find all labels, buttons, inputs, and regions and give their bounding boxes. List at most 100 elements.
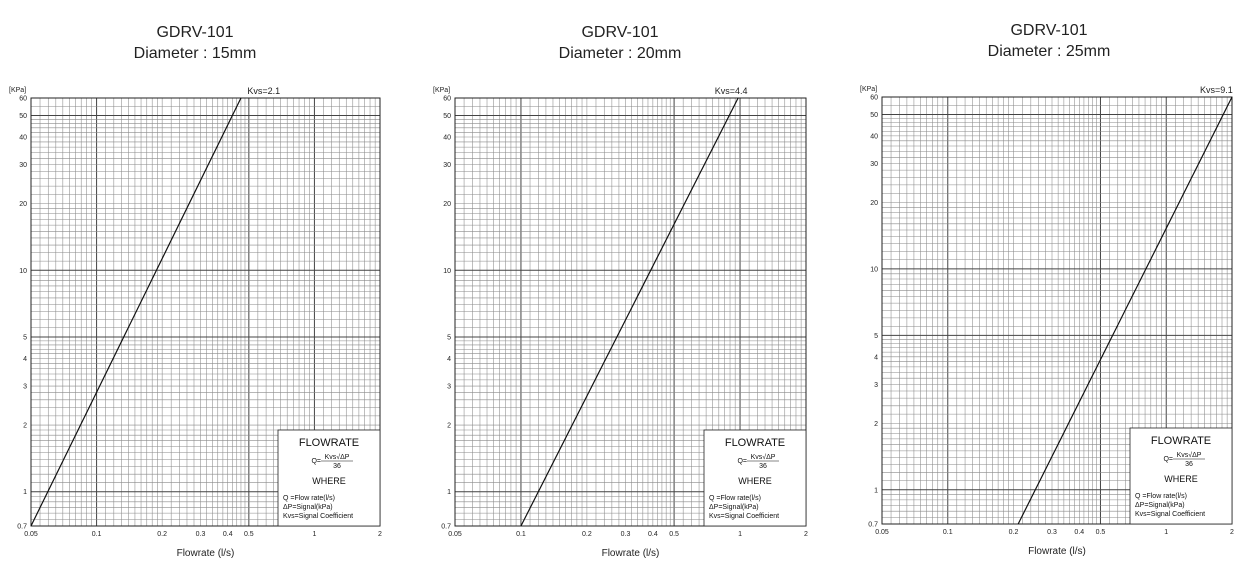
y-tick-label: 0.7 [868, 522, 878, 529]
formula-numerator: Kvs√ΔP [325, 453, 350, 461]
x-axis-label: Flowrate (l/s) [177, 548, 235, 559]
y-tick-label: 10 [19, 268, 27, 275]
formula-numerator: Kvs√ΔP [751, 453, 776, 461]
y-tick-label: 1 [874, 487, 878, 494]
x-tick-label: 2 [378, 531, 382, 538]
chart-panel-25mm: GDRV-101 Diameter : 25mm [KPa] 0.7 1 2 3 4 5 10… [840, 0, 1258, 576]
legend-heading: FLOWRATE [299, 437, 359, 449]
y-tick-label: 0.7 [17, 524, 27, 531]
chart-plot-20mm: [KPa] 0.7 1 2 3 4 5 10 20 30 40 50 60 0.05 0.1 0.2 0.3 0.… [433, 86, 808, 559]
y-tick-label: 40 [870, 133, 878, 140]
x-tick-label: 0.5 [244, 531, 254, 538]
x-tick-label: 0.2 [1009, 529, 1019, 536]
legend-box: FLOWRATE Q= Kvs√ΔP 36 WHERE Q =Flow rate(l/s)… [277, 429, 381, 527]
y-tick-label: 50 [870, 112, 878, 119]
x-tick-label: 0.3 [621, 531, 631, 538]
y-tick-label: 60 [870, 95, 878, 102]
y-tick-label: 20 [870, 200, 878, 207]
legend-heading: FLOWRATE [1151, 435, 1211, 447]
x-tick-label: 0.4 [648, 531, 658, 538]
x-tick-label: 0.5 [1096, 529, 1106, 536]
legend-item: Q =Flow rate(l/s) [283, 495, 335, 502]
formula-denominator: 36 [333, 463, 341, 470]
formula-lhs: Q= [1163, 456, 1173, 463]
kvs-label: Kvs=4.4 [715, 86, 748, 96]
y-tick-label: 3 [874, 382, 878, 389]
y-tick-label: 0.7 [441, 524, 451, 531]
x-tick-label: 0.05 [875, 529, 889, 536]
formula-lhs: Q= [311, 458, 321, 465]
chart-plot-15mm: [KPa] 0.7 1 2 3 4 5 10 20 30 40 50 60 0.05 0.1 0.2 0.3 0.… [9, 86, 382, 559]
x-tick-label: 0.4 [1074, 529, 1084, 536]
y-tick-label: 2 [874, 421, 878, 428]
x-tick-label: 0.4 [223, 531, 233, 538]
legend-item: Q =Flow rate(l/s) [1135, 493, 1187, 500]
legend-item: ΔP=Signal(kPa) [1135, 502, 1185, 509]
y-tick-label: 3 [23, 384, 27, 391]
x-tick-label: 1 [312, 531, 316, 538]
legend-where: WHERE [312, 476, 346, 486]
legend-item: ΔP=Signal(kPa) [709, 504, 759, 511]
y-tick-label: 40 [19, 134, 27, 141]
chart-subtitle: Diameter : 15mm [133, 45, 257, 62]
chart-panel-15mm: GDRV-101 Diameter : 15mm [KPa] 0.7 1 2 3 4 5 10… [0, 0, 420, 576]
x-tick-label: 1 [1164, 529, 1168, 536]
legend-item: Kvs=Signal Coefficient [1135, 511, 1205, 518]
x-tick-label: 0.3 [1047, 529, 1057, 536]
y-tick-label: 1 [447, 489, 451, 496]
chart-title: GDRV-101 [581, 24, 659, 41]
x-tick-label: 0.05 [24, 531, 38, 538]
legend-frame [703, 429, 807, 527]
x-tick-label: 1 [738, 531, 742, 538]
y-tick-label: 60 [19, 96, 27, 103]
grid [30, 97, 381, 527]
y-tick-label: 5 [874, 333, 878, 340]
kvs-label: Kvs=2.1 [247, 86, 280, 96]
chart-plot-25mm: [KPa] 0.7 1 2 3 4 5 10 20 30 40 50 60 0.05 0.1 0.2 0.3 0.… [860, 85, 1234, 557]
x-tick-label: 0.1 [516, 531, 526, 538]
legend-heading: FLOWRATE [725, 437, 785, 449]
y-tick-label: 30 [870, 161, 878, 168]
y-tick-label: 20 [19, 201, 27, 208]
y-tick-label: 30 [19, 162, 27, 169]
plot-frame [454, 97, 807, 527]
chart-panel-20mm: GDRV-101 Diameter : 20mm [KPa] 0.7 1 2 3 4 5 10… [420, 0, 840, 576]
chart-subtitle: Diameter : 20mm [558, 45, 682, 62]
x-tick-label: 0.05 [448, 531, 462, 538]
kvs-curve [520, 97, 739, 527]
x-tick-label: 2 [1230, 529, 1234, 536]
chart-subtitle: Diameter : 25mm [987, 43, 1111, 60]
y-tick-label: 40 [443, 134, 451, 141]
y-unit-label: [KPa] [9, 87, 26, 94]
y-tick-label: 5 [23, 334, 27, 341]
x-tick-label: 0.2 [582, 531, 592, 538]
legend-frame [277, 429, 381, 527]
y-tick-label: 50 [443, 113, 451, 120]
y-unit-label: [KPa] [860, 86, 877, 93]
x-tick-label: 2 [804, 531, 808, 538]
y-tick-label: 4 [23, 356, 27, 363]
y-tick-label: 1 [23, 489, 27, 496]
formula-numerator: Kvs√ΔP [1177, 451, 1202, 459]
y-tick-label: 3 [447, 384, 451, 391]
y-tick-label: 4 [874, 354, 878, 361]
legend-box: FLOWRATE Q= Kvs√ΔP 36 WHERE Q =Flow rate(l/s)… [703, 429, 807, 527]
y-tick-label: 4 [447, 356, 451, 363]
kvs-label: Kvs=9.1 [1200, 85, 1233, 95]
y-unit-label: [KPa] [433, 87, 450, 94]
kvs-curve [30, 97, 242, 527]
legend-where: WHERE [738, 476, 772, 486]
kvs-curve [1017, 96, 1233, 525]
x-axis-label: Flowrate (l/s) [1028, 546, 1086, 557]
y-tick-label: 2 [447, 423, 451, 430]
y-tick-label: 10 [443, 268, 451, 275]
legend-box: FLOWRATE Q= Kvs√ΔP 36 WHERE Q =Flow rate(l/s)… [1129, 427, 1233, 525]
legend-item: Kvs=Signal Coefficient [709, 513, 779, 520]
legend-where: WHERE [1164, 474, 1198, 484]
x-tick-label: 0.2 [157, 531, 167, 538]
plot-frame [881, 96, 1233, 525]
x-tick-label: 0.5 [669, 531, 679, 538]
formula-denominator: 36 [1185, 461, 1193, 468]
legend-item: Q =Flow rate(l/s) [709, 495, 761, 502]
x-tick-label: 0.1 [92, 531, 102, 538]
